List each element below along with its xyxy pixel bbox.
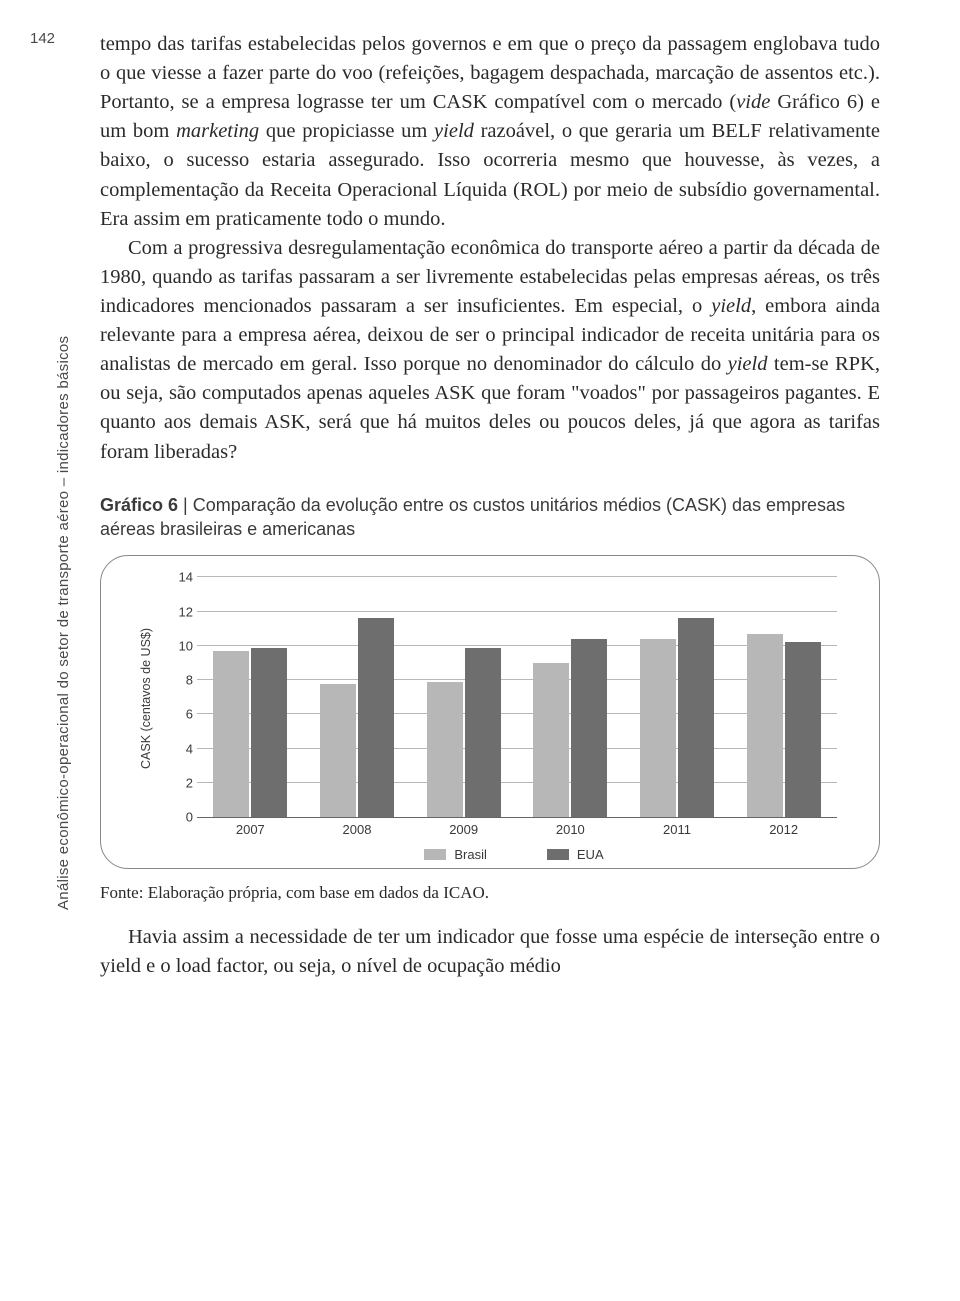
paragraph-3: Havia assim a necessidade de ter um indi… bbox=[100, 923, 880, 981]
bar-group bbox=[427, 648, 501, 818]
y-tick-label: 0 bbox=[175, 810, 193, 825]
x-axis-labels: 2007 2008 2009 2010 2011 2012 bbox=[197, 822, 837, 840]
chart-title-sep: | bbox=[178, 495, 193, 515]
bar bbox=[747, 634, 783, 817]
y-tick-label: 10 bbox=[175, 638, 193, 653]
paragraph-1: tempo das tarifas estabelecidas pelos go… bbox=[100, 30, 880, 234]
bar-group bbox=[533, 639, 607, 817]
bar-group bbox=[640, 618, 714, 817]
bar bbox=[427, 682, 463, 817]
legend-swatch bbox=[424, 849, 446, 860]
legend-item: Brasil bbox=[424, 847, 487, 862]
legend-swatch bbox=[547, 849, 569, 860]
chart-frame: CASK (centavos de US$) 02468101214 20072… bbox=[100, 555, 880, 869]
page-number: 142 bbox=[30, 30, 55, 47]
x-tick-label: 2011 bbox=[663, 822, 691, 837]
bar bbox=[465, 648, 501, 818]
bar bbox=[251, 648, 287, 818]
bar-group bbox=[747, 634, 821, 817]
legend-label: Brasil bbox=[454, 847, 487, 862]
gridline bbox=[197, 645, 837, 646]
y-tick-label: 2 bbox=[175, 775, 193, 790]
bar bbox=[320, 684, 356, 818]
x-tick-label: 2007 bbox=[236, 822, 265, 837]
chart-title-prefix: Gráfico 6 bbox=[100, 495, 178, 515]
bar bbox=[213, 651, 249, 817]
y-tick-label: 4 bbox=[175, 741, 193, 756]
gridline bbox=[197, 576, 837, 577]
legend-item: EUA bbox=[547, 847, 604, 862]
body-text-block: tempo das tarifas estabelecidas pelos go… bbox=[100, 30, 880, 467]
y-tick-label: 6 bbox=[175, 707, 193, 722]
x-tick-label: 2010 bbox=[556, 822, 585, 837]
bar-group bbox=[320, 618, 394, 817]
chart-title-rest: Comparação da evolução entre os custos u… bbox=[100, 495, 845, 539]
bar bbox=[533, 663, 569, 817]
gridline bbox=[197, 748, 837, 749]
paragraph-2: Com a progressiva desregulamentação econ… bbox=[100, 234, 880, 467]
gridline bbox=[197, 782, 837, 783]
legend-label: EUA bbox=[577, 847, 604, 862]
bar bbox=[571, 639, 607, 817]
y-tick-label: 14 bbox=[175, 570, 193, 585]
bar bbox=[678, 618, 714, 817]
bar bbox=[785, 642, 821, 817]
x-tick-label: 2012 bbox=[769, 822, 798, 837]
x-tick-label: 2009 bbox=[449, 822, 478, 837]
gridline bbox=[197, 679, 837, 680]
chart-source: Fonte: Elaboração própria, com base em d… bbox=[100, 883, 880, 903]
chart-title: Gráfico 6 | Comparação da evolução entre… bbox=[100, 493, 880, 542]
x-tick-label: 2008 bbox=[343, 822, 372, 837]
y-tick-label: 12 bbox=[175, 604, 193, 619]
gridline bbox=[197, 611, 837, 612]
final-paragraph-block: Havia assim a necessidade de ter um indi… bbox=[100, 923, 880, 981]
running-head-vertical: Análise econômico-operacional do setor d… bbox=[55, 40, 75, 910]
y-tick-label: 8 bbox=[175, 673, 193, 688]
chart-plot: 02468101214 bbox=[197, 578, 837, 818]
gridline bbox=[197, 713, 837, 714]
chart-legend: Brasil EUA bbox=[177, 847, 851, 862]
y-axis-label: CASK (centavos de US$) bbox=[139, 578, 155, 818]
bar bbox=[358, 618, 394, 817]
bar-group bbox=[213, 648, 287, 818]
chart-area: CASK (centavos de US$) 02468101214 20072… bbox=[177, 578, 851, 858]
bar bbox=[640, 639, 676, 817]
